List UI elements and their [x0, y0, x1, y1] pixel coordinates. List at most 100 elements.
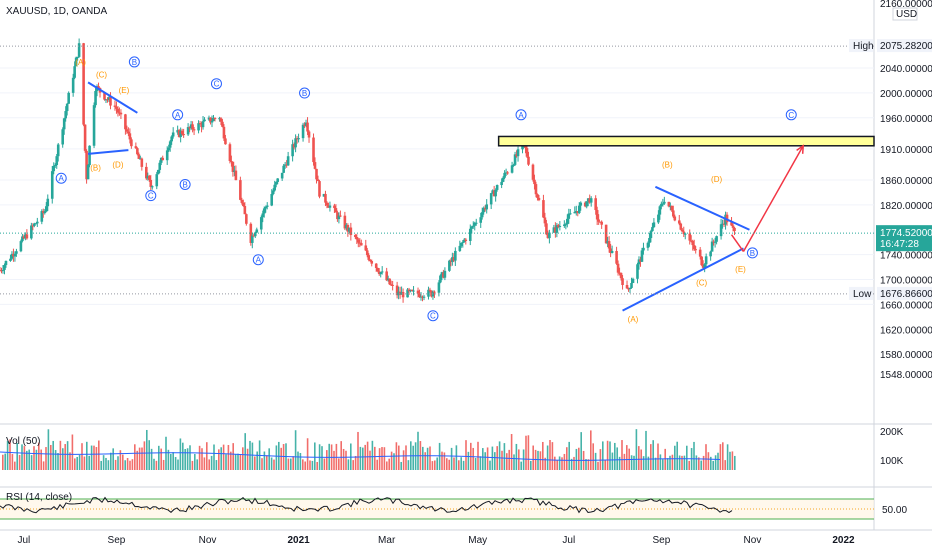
volume-bar: [33, 446, 35, 470]
volume-bar: [290, 458, 292, 470]
candle-body: [501, 177, 505, 182]
volume-bar: [57, 453, 59, 470]
candle-body: [401, 292, 405, 298]
candle-body: [642, 247, 645, 251]
volume-bar: [436, 457, 438, 470]
volume-bar: [602, 441, 604, 470]
wave-label: B: [182, 180, 187, 189]
candle-body: [74, 57, 78, 67]
candle-body: [273, 184, 276, 191]
trendline[interactable]: [87, 81, 138, 114]
candle-body: [604, 224, 608, 244]
wave-label: (E): [735, 265, 746, 274]
candlestick-series[interactable]: [0, 38, 736, 303]
volume-bar: [117, 456, 119, 470]
volume-bar: [297, 451, 299, 470]
volume-bar: [640, 449, 642, 470]
candle-body: [113, 105, 117, 107]
volume-bar: [148, 440, 150, 470]
candle-body: [171, 132, 175, 137]
candle-body: [495, 185, 499, 190]
trendline[interactable]: [622, 247, 744, 312]
candle-body: [510, 165, 514, 173]
candle-body: [409, 289, 412, 292]
volume-bar: [268, 448, 270, 470]
resistance-zone[interactable]: [497, 135, 875, 147]
volume-bar: [614, 442, 616, 470]
candle-body: [43, 211, 47, 214]
wave-label: B: [750, 249, 755, 258]
volume-bar: [275, 445, 278, 470]
volume-bar: [239, 454, 242, 470]
volume-bar: [9, 439, 11, 470]
candle-body: [136, 148, 139, 155]
candle-body: [118, 112, 121, 114]
candle-body: [657, 214, 660, 223]
candle-body: [525, 148, 529, 157]
candle-body: [367, 255, 371, 260]
volume-bar: [515, 443, 518, 470]
candle-body: [440, 272, 444, 276]
candle-body: [564, 224, 568, 226]
time-tick-label: Sep: [652, 535, 670, 546]
candle-body: [569, 213, 572, 215]
volume-bar: [645, 430, 647, 470]
volume-bar: [64, 444, 66, 470]
candle-body: [474, 222, 478, 224]
trendline[interactable]: [654, 185, 750, 231]
candle-body: [406, 289, 409, 298]
projection-leg[interactable]: [730, 234, 745, 252]
time-tick-label: Sep: [108, 535, 126, 546]
volume-bar: [513, 454, 515, 470]
target-arrow[interactable]: [742, 145, 804, 252]
candle-body: [127, 131, 130, 134]
volume-bar: [686, 445, 688, 470]
candle-body: [348, 227, 351, 232]
trendline[interactable]: [87, 149, 129, 155]
candle-body: [224, 138, 227, 145]
volume-bar: [179, 438, 182, 470]
wave-circle: [179, 178, 191, 190]
wave-label: (D): [112, 161, 123, 170]
wave-label: C: [788, 111, 794, 120]
low-value-tag: [877, 286, 932, 300]
wave-label: (A): [628, 315, 639, 324]
candle-body: [145, 166, 148, 179]
candle-body: [312, 137, 315, 163]
candle-body: [316, 179, 320, 182]
volume-bar: [220, 447, 222, 470]
volume-bar: [506, 453, 508, 470]
candle-body: [731, 225, 735, 228]
volume-bar: [364, 444, 366, 470]
candle-body: [56, 144, 60, 157]
candle-body: [85, 150, 88, 180]
wave-label: (E): [119, 86, 130, 95]
candle-body: [158, 162, 162, 170]
annotations[interactable]: [0, 45, 875, 312]
volume-bar: [580, 432, 582, 470]
volume-bar: [626, 445, 628, 470]
volume-bar: [124, 460, 126, 470]
volume-bar: [621, 440, 623, 470]
volume-bar: [453, 457, 455, 470]
volume-bar: [417, 431, 419, 470]
candle-body: [301, 124, 305, 139]
volume-bar: [592, 443, 594, 470]
volume-bar: [18, 454, 21, 470]
candle-body: [198, 123, 202, 125]
volume-bar: [102, 455, 105, 470]
volume-bar: [422, 446, 424, 470]
candle-body: [704, 256, 708, 265]
target-arrowhead[interactable]: [796, 144, 805, 154]
candle-body: [103, 92, 106, 100]
volume-bar: [146, 429, 148, 470]
volume-bar: [326, 450, 328, 470]
volume-bar: [719, 444, 722, 470]
volume-bar: [518, 449, 520, 470]
candle-body: [86, 165, 90, 180]
candle-body: [336, 212, 339, 220]
candle-body: [410, 289, 414, 291]
candle-body: [688, 233, 692, 241]
volume-bar: [155, 460, 158, 470]
